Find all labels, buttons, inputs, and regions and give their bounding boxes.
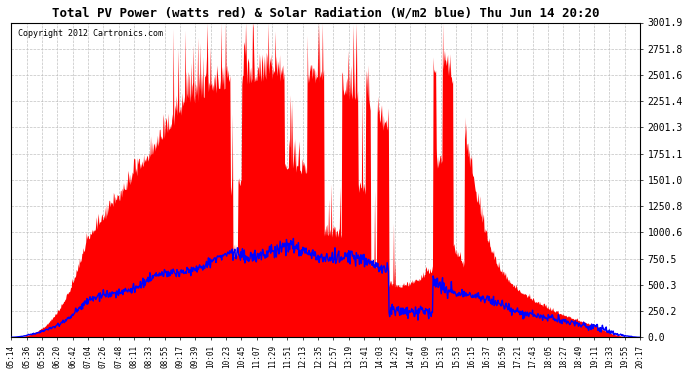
Text: Copyright 2012 Cartronics.com: Copyright 2012 Cartronics.com bbox=[18, 29, 163, 38]
Title: Total PV Power (watts red) & Solar Radiation (W/m2 blue) Thu Jun 14 20:20: Total PV Power (watts red) & Solar Radia… bbox=[52, 7, 600, 20]
